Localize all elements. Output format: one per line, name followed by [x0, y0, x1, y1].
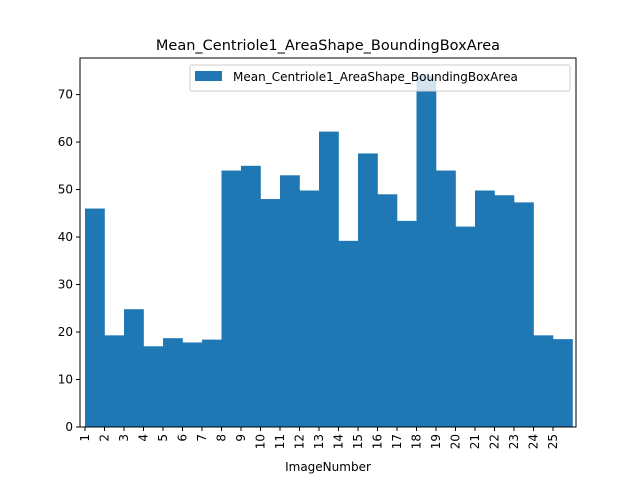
x-tick-label: 17	[390, 434, 404, 449]
bar	[377, 194, 398, 427]
bar	[338, 240, 359, 427]
x-tick-label: 7	[195, 434, 209, 442]
y-tick-label: 60	[58, 135, 73, 149]
chart-title: Mean_Centriole1_AreaShape_BoundingBoxAre…	[156, 38, 500, 54]
legend-swatch	[195, 71, 222, 81]
plot-frame	[79, 57, 577, 428]
x-tick-label: 11	[273, 434, 287, 449]
bar	[455, 226, 476, 427]
x-tick-label: 2	[98, 434, 112, 442]
bar	[319, 131, 339, 428]
bar	[85, 208, 105, 427]
bar	[202, 339, 222, 427]
bar	[533, 335, 554, 427]
x-axis-label: ImageNumber	[285, 460, 371, 474]
x-tick-label: 6	[176, 434, 190, 442]
bars-group	[85, 75, 573, 428]
bar	[280, 175, 300, 427]
x-tick-label: 14	[332, 434, 346, 449]
bar	[397, 220, 417, 427]
y-tick-label: 20	[58, 325, 73, 339]
x-tick-label: 5	[156, 434, 170, 442]
x-tick-label: 1	[78, 434, 92, 442]
x-tick-label: 9	[234, 434, 248, 442]
bar	[436, 170, 456, 428]
legend-label: Mean_Centriole1_AreaShape_BoundingBoxAre…	[233, 70, 518, 84]
x-tick-label: 12	[293, 434, 307, 449]
bar	[241, 165, 261, 428]
x-axis: 1 2 3 4 5 6 7 8 9 10 11 12 13 14 15 16 17 18 19 20 21 22 23 24 2…	[78, 427, 560, 449]
x-tick-label: 18	[410, 434, 424, 449]
x-tick-label: 10	[254, 434, 268, 449]
bar	[514, 202, 534, 427]
y-tick-label: 0	[65, 420, 73, 434]
y-tick-label: 10	[58, 373, 73, 387]
x-tick-label: 3	[117, 434, 131, 442]
x-tick-label: 8	[215, 434, 229, 442]
bar	[416, 75, 437, 427]
bar	[475, 190, 495, 427]
y-tick-label: 70	[58, 88, 73, 102]
bar	[182, 342, 203, 427]
bar	[104, 335, 125, 427]
y-tick-label: 50	[58, 183, 73, 197]
x-tick-label: 23	[507, 434, 521, 449]
x-tick-label: 22	[488, 434, 502, 449]
x-tick-label: 24	[527, 434, 541, 449]
x-tick-label: 19	[429, 434, 443, 449]
bar	[163, 338, 183, 427]
x-tick-label: 13	[312, 434, 326, 449]
x-tick-label: 25	[546, 434, 560, 449]
legend: Mean_Centriole1_AreaShape_BoundingBoxAre…	[189, 64, 571, 92]
bar	[221, 170, 242, 428]
x-tick-label: 15	[351, 434, 365, 449]
bar	[124, 309, 144, 427]
y-axis: 0 10 20 30 40 50 60 70	[58, 88, 80, 434]
bar	[358, 153, 378, 427]
bar	[494, 195, 515, 427]
legend-box	[189, 64, 571, 92]
bar	[143, 346, 164, 427]
bar	[260, 199, 281, 427]
y-tick-label: 30	[58, 278, 73, 292]
x-tick-label: 21	[468, 434, 482, 449]
x-tick-label: 16	[371, 434, 385, 449]
bar	[553, 339, 573, 427]
x-tick-label: 20	[449, 434, 463, 449]
x-tick-label: 4	[137, 434, 151, 442]
bar	[299, 190, 320, 427]
y-tick-label: 40	[58, 230, 73, 244]
